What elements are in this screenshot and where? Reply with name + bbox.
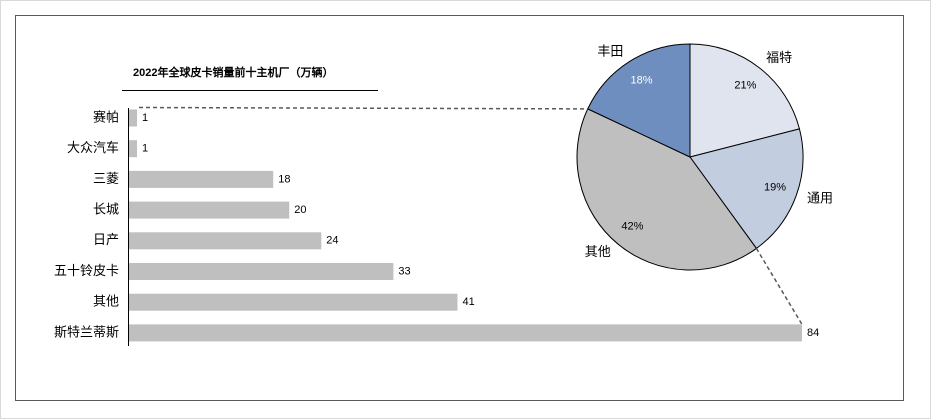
value-label: 18 — [278, 173, 290, 185]
value-label: 33 — [398, 265, 410, 277]
bar — [129, 263, 394, 280]
category-label: 长城 — [93, 202, 119, 217]
bar — [129, 293, 458, 311]
value-label: 20 — [294, 204, 306, 216]
slice-name-label: 通用 — [807, 191, 833, 206]
value-label: 1 — [142, 112, 148, 124]
slice-value-label: 21% — [734, 79, 756, 91]
chart-title: 2022年全球皮卡销量前十主机厂（万辆） — [133, 65, 333, 79]
slice-name-label: 丰田 — [597, 43, 623, 58]
category-label: 五十铃皮卡 — [54, 263, 119, 278]
slice-value-label: 19% — [764, 182, 786, 194]
category-label: 斯特兰蒂斯 — [54, 324, 119, 339]
pie-slice — [576, 108, 758, 271]
bar — [129, 140, 138, 158]
category-label: 赛帕 — [93, 109, 119, 124]
value-label: 1 — [142, 143, 148, 155]
value-label: 24 — [326, 235, 338, 247]
slice-value-label: 42% — [621, 221, 643, 233]
slice-name-label: 福特 — [766, 50, 792, 65]
slice-name-label: 其他 — [585, 244, 611, 259]
bar — [129, 232, 322, 250]
value-label: 84 — [807, 327, 819, 339]
pie-slice — [587, 43, 691, 158]
value-label: 41 — [462, 296, 474, 308]
category-label: 日产 — [93, 232, 119, 247]
category-label: 其他 — [93, 294, 119, 309]
connector-line — [755, 248, 803, 325]
bar — [129, 170, 274, 188]
bar — [129, 201, 290, 219]
bar — [129, 109, 138, 127]
category-label: 三菱 — [93, 171, 119, 186]
pie-slice — [689, 128, 804, 250]
connector-line — [139, 106, 588, 110]
pie-slice — [689, 43, 801, 158]
slice-value-label: 18% — [631, 75, 653, 87]
category-label: 大众汽车 — [67, 140, 119, 155]
bar — [129, 324, 802, 342]
